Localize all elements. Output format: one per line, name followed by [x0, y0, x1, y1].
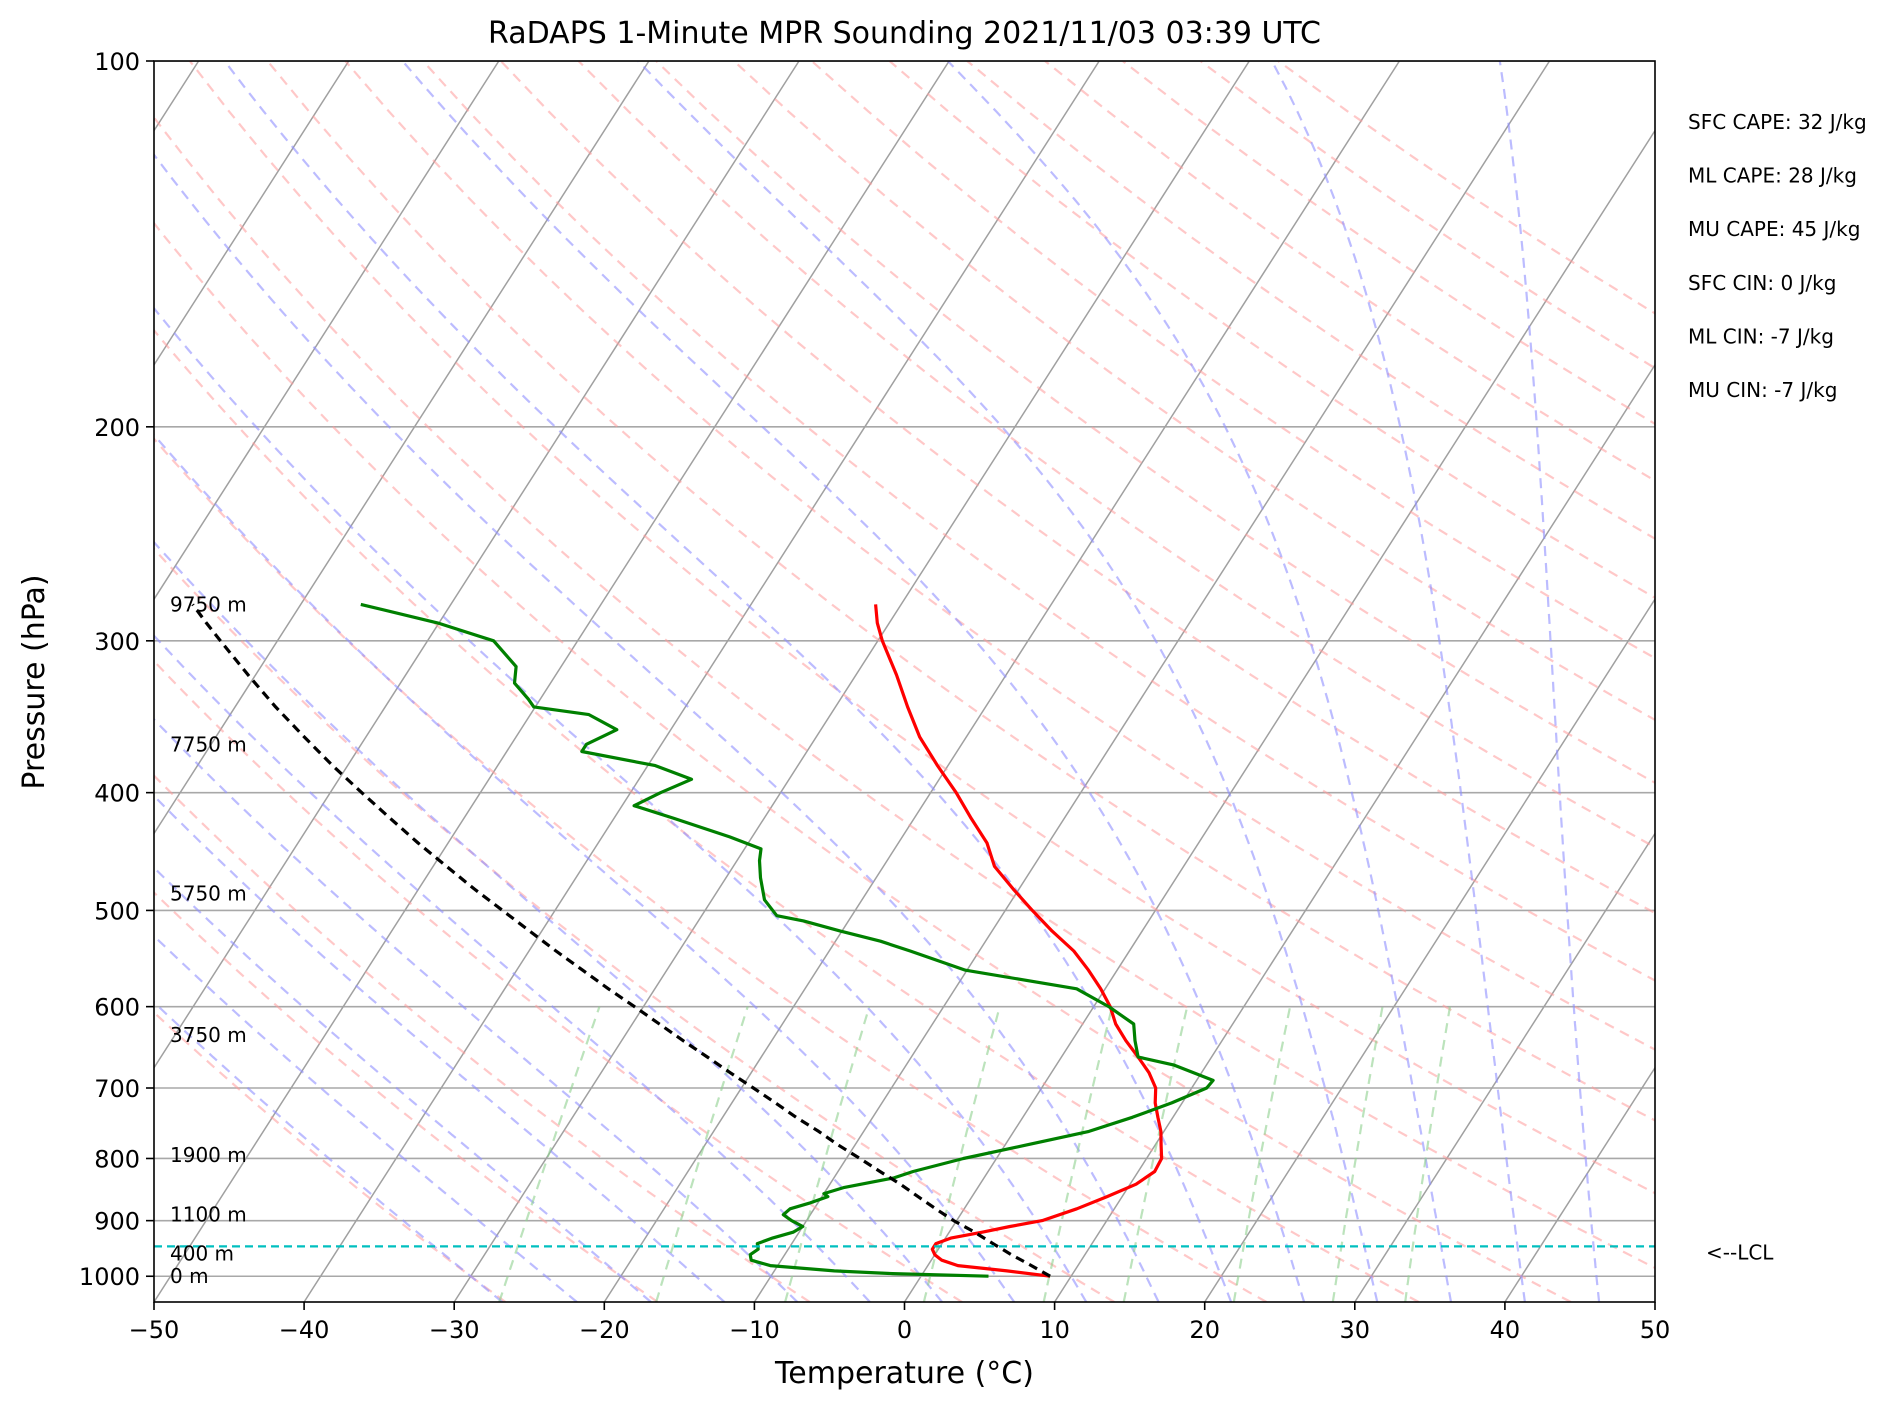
height-label: 0 m [170, 1264, 209, 1288]
plot-frame [153, 60, 1656, 1303]
stat-label: ML CAPE: 28 J/kg [1688, 164, 1857, 188]
isotherm-line [1204, 597, 1655, 1302]
dry-adiabat [188, 61, 1655, 1195]
lcl-label: <--LCL [1706, 1240, 1774, 1264]
mixing-ratio-line [498, 1006, 601, 1302]
moist-adiabat [1270, 61, 1526, 1302]
y-tick-label: 100 [94, 48, 140, 76]
mixing-ratio-line [1232, 1006, 1292, 1302]
moist-adiabat [154, 934, 578, 1302]
dry-adiabat [344, 61, 1655, 1051]
mixing-ratio-line [784, 1006, 871, 1302]
moist-adiabat [154, 717, 799, 1302]
y-tick-label: 600 [94, 994, 140, 1022]
temperature-line [874, 604, 1164, 1278]
x-axis-label: Temperature (°C) [774, 1356, 1034, 1391]
moist-adiabat [1498, 61, 1601, 1302]
height-label: 1900 m [170, 1143, 247, 1167]
y-tick-label: 900 [94, 1208, 140, 1236]
x-tick-label: 20 [1189, 1316, 1220, 1344]
mixing-ratio-line [1331, 1006, 1384, 1302]
height-label: 400 m [170, 1242, 234, 1266]
y-tick-label: 300 [94, 628, 140, 656]
dry-adiabat [500, 61, 1655, 915]
x-tick-label: −20 [579, 1316, 630, 1344]
isotherm-line [453, 61, 1250, 1302]
y-tick-label: 800 [94, 1145, 140, 1173]
dry-adiabat [154, 1010, 507, 1302]
mixing-ratio-line [655, 1006, 749, 1302]
moist-adiabat [154, 433, 1016, 1302]
isotherm-line [154, 61, 500, 601]
isotherm-line [154, 61, 350, 367]
mixing-ratio-line [1122, 1006, 1189, 1302]
isotherm-line [303, 61, 1100, 1302]
moist-adiabat [401, 61, 1306, 1302]
height-label: 9750 m [170, 592, 247, 616]
x-tick-label: 0 [897, 1316, 912, 1344]
mixing-ratio-line [1042, 1006, 1114, 1302]
dry-adiabat [154, 328, 1420, 1302]
x-tick-label: 40 [1490, 1316, 1521, 1344]
moist-adiabat [947, 61, 1453, 1302]
moist-adiabat [637, 61, 1379, 1302]
x-tick-label: −50 [129, 1316, 180, 1344]
isotherm-line [154, 61, 800, 1070]
dry-adiabat [154, 437, 1268, 1302]
dewpoint-line [360, 602, 1215, 1278]
height-label: 3750 m [170, 1023, 247, 1047]
moist-adiabat [154, 634, 871, 1302]
isotherm-line [154, 61, 650, 835]
moist-adiabat [154, 152, 1160, 1302]
y-tick-label: 400 [94, 780, 140, 808]
moist-adiabat [223, 61, 1233, 1302]
y-axis-label: Pressure (hPa) [17, 574, 52, 789]
height-label: 5750 m [170, 881, 247, 905]
y-tick-label: 700 [94, 1075, 140, 1103]
height-label: 1100 m [170, 1203, 247, 1227]
dry-adiabat [154, 659, 963, 1302]
dry-adiabat [154, 115, 1655, 1270]
chart-title: RaDAPS 1-Minute MPR Sounding 2021/11/03 … [488, 16, 1321, 51]
y-tick-label: 200 [94, 414, 140, 442]
x-tick-label: −30 [429, 1316, 480, 1344]
parcel-line [191, 603, 1051, 1278]
moist-adiabat [154, 1000, 503, 1302]
isotherm-line [154, 61, 950, 1302]
dry-adiabat [154, 547, 1115, 1302]
dry-adiabat [266, 61, 1655, 1122]
x-tick-label: −10 [729, 1316, 780, 1344]
y-tick-label: 500 [94, 897, 140, 925]
dry-adiabat [733, 61, 1655, 722]
moist-adiabat [154, 306, 1088, 1302]
isotherm-line [1354, 832, 1655, 1302]
y-tick-label: 1000 [79, 1263, 140, 1291]
mixing-ratio-line [1404, 1006, 1452, 1302]
stat-label: SFC CAPE: 32 J/kg [1688, 110, 1867, 134]
x-tick-label: 10 [1039, 1316, 1070, 1344]
moist-adiabat [154, 794, 726, 1302]
mixing-ratio-line [922, 1006, 1001, 1302]
height-label: 7750 m [170, 732, 247, 756]
isotherm-line [603, 61, 1401, 1302]
x-tick-label: −40 [279, 1316, 330, 1344]
dry-adiabat [154, 891, 659, 1302]
moist-adiabat [154, 540, 943, 1302]
stat-label: MU CAPE: 45 J/kg [1688, 217, 1860, 241]
stat-label: ML CIN: -7 J/kg [1688, 324, 1834, 348]
isotherm-line [903, 129, 1655, 1302]
dry-adiabat [154, 221, 1572, 1302]
stat-label: MU CIN: -7 J/kg [1688, 378, 1837, 402]
isotherm-line [1504, 1066, 1655, 1302]
stat-label: SFC CIN: 0 J/kg [1688, 271, 1836, 295]
x-tick-label: 50 [1640, 1316, 1671, 1344]
x-tick-label: 30 [1340, 1316, 1371, 1344]
